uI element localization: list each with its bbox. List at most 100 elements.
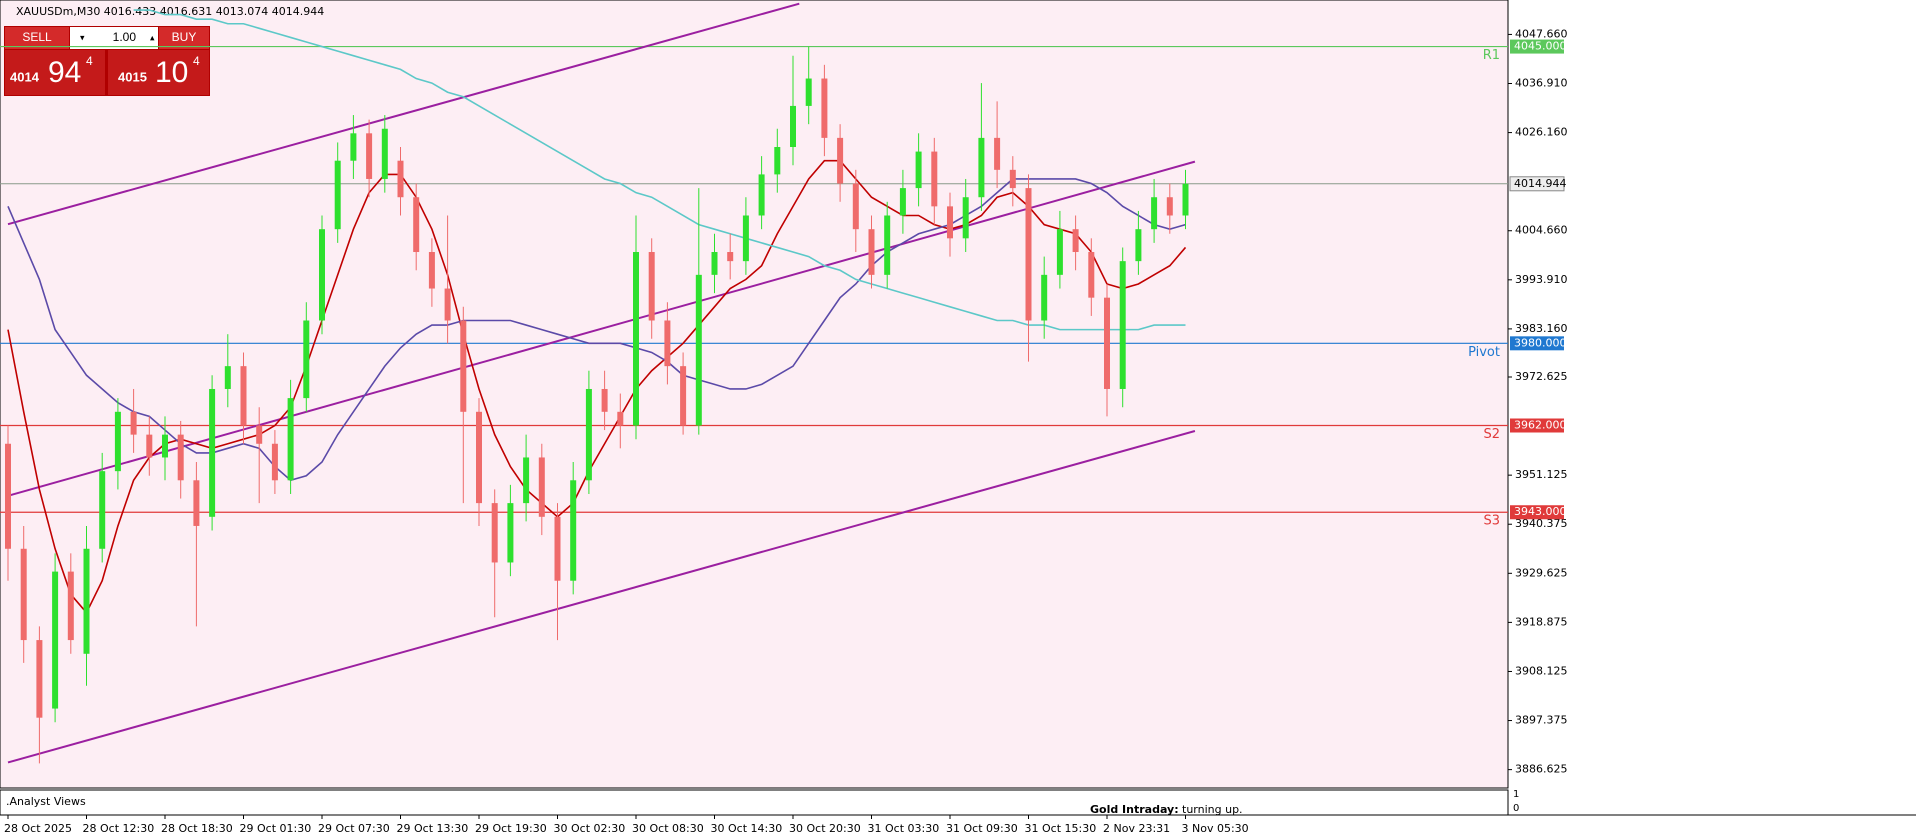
candle-body: [444, 288, 451, 321]
moving-average: [7, 178, 1186, 482]
candle-body: [303, 320, 310, 399]
trendline: [7, 160, 1196, 497]
buy-label: BUY: [172, 30, 197, 44]
bid-box[interactable]: [5, 50, 105, 95]
y-tick-label: 3897.375: [1515, 714, 1568, 727]
moving-average: [7, 159, 1187, 615]
candle-body: [5, 443, 11, 549]
level-label: 3943.000: [1514, 505, 1567, 518]
candle-body: [52, 571, 59, 709]
candle-body: [130, 411, 137, 435]
y-tick-label: 4026.160: [1515, 126, 1568, 139]
candle-body: [570, 480, 577, 581]
candle-body: [648, 252, 655, 321]
x-tick-label: 29 Oct 07:30: [318, 822, 390, 835]
candle-body: [162, 434, 168, 458]
y-tick-label: 4036.910: [1515, 77, 1568, 90]
candle-body: [821, 78, 828, 138]
y-tick-label: 3983.160: [1515, 322, 1568, 335]
sell-label: SELL: [22, 30, 52, 44]
level-box: [1510, 336, 1564, 351]
candle-body: [397, 160, 404, 198]
level-label: 4045.000: [1514, 40, 1567, 53]
candle-body: [727, 252, 734, 262]
sell-button[interactable]: [5, 27, 69, 49]
candle-body: [947, 206, 953, 239]
level-name: S3: [1483, 514, 1500, 529]
last-price-box: [1509, 176, 1565, 192]
candle-body: [177, 434, 184, 481]
volume-down[interactable]: ▾: [80, 32, 85, 42]
y-tick-label: 3908.125: [1515, 664, 1568, 677]
candle-body: [209, 388, 216, 517]
candle-body: [287, 398, 294, 481]
candle-body: [83, 548, 90, 654]
x-tick-label: 30 Oct 14:30: [711, 822, 783, 835]
candle-body: [884, 215, 891, 275]
candle-body: [1182, 183, 1189, 216]
candle-body: [994, 137, 1001, 170]
ask-box[interactable]: [108, 50, 209, 95]
y-tick-label: 3886.625: [1515, 763, 1568, 776]
volume-up[interactable]: ▴: [150, 32, 155, 42]
y-tick-label: 4004.660: [1515, 224, 1568, 237]
chart-header: XAUUSDm,M30 4016.433 4016.631 4013.074 4…: [16, 5, 324, 18]
last-price-label: 4014.944: [1514, 177, 1567, 190]
buy-button[interactable]: [159, 27, 209, 49]
candle-body: [381, 128, 388, 179]
candle-body: [334, 160, 341, 230]
x-tick-label: 30 Oct 02:30: [554, 822, 626, 835]
x-tick-label: 28 Oct 12:30: [83, 822, 155, 835]
x-tick-label: 31 Oct 09:30: [946, 822, 1018, 835]
candle-body: [711, 252, 718, 275]
level-label: 3962.000: [1514, 419, 1567, 432]
y-tick-label: 3929.625: [1515, 566, 1568, 579]
candle-body: [319, 229, 325, 321]
level-name: S2: [1483, 427, 1500, 442]
candle-body: [20, 548, 27, 641]
candle-body: [899, 188, 906, 216]
indicator-window: [0, 789, 1509, 816]
candle-body: [523, 457, 530, 504]
candle-body: [256, 425, 263, 444]
y-tick-label: 3993.910: [1515, 273, 1568, 286]
x-tick-label: 29 Oct 13:30: [397, 822, 469, 835]
trade-panel: SELL ▾ 1.00 ▴ BUY 4014 94 4 4015 10 4: [4, 26, 210, 96]
candle-body: [366, 133, 373, 179]
x-tick-label: 30 Oct 08:30: [632, 822, 704, 835]
candle-body: [1088, 252, 1095, 298]
x-tick-label: 29 Oct 01:30: [240, 822, 312, 835]
volume-input[interactable]: [70, 27, 158, 49]
candle-body: [67, 571, 74, 641]
candle-body: [931, 151, 938, 207]
candle-body: [538, 457, 545, 517]
moving-average: [133, 9, 1186, 331]
level-name: Pivot: [1468, 345, 1500, 360]
ask-big: 4015: [118, 69, 147, 84]
candle-body: [617, 411, 624, 426]
candle-body: [428, 252, 435, 289]
candle-body: [633, 252, 639, 426]
candle-body: [507, 503, 514, 563]
candle-body: [99, 471, 106, 549]
level-box: [1510, 418, 1564, 433]
indicator-tick-label: 1: [1513, 789, 1519, 800]
candle-body: [350, 133, 357, 161]
x-tick-label: 3 Nov 05:30: [1182, 822, 1249, 835]
level-label: 3980.000: [1514, 336, 1567, 349]
y-tick-label: 3951.125: [1515, 468, 1568, 481]
candle-body: [224, 366, 231, 389]
candle-body: [146, 434, 153, 458]
candle-body: [868, 229, 875, 275]
candle-body: [413, 197, 420, 253]
candle-body: [852, 183, 859, 230]
candle-body: [1009, 169, 1016, 189]
candle-body: [240, 366, 247, 426]
ask-frac: 4: [193, 54, 200, 68]
candle-body: [915, 151, 922, 189]
candle-body: [193, 480, 200, 526]
x-tick-label: 29 Oct 19:30: [475, 822, 547, 835]
x-tick-label: 2 Nov 23:31: [1103, 822, 1170, 835]
candle-body: [491, 503, 498, 563]
